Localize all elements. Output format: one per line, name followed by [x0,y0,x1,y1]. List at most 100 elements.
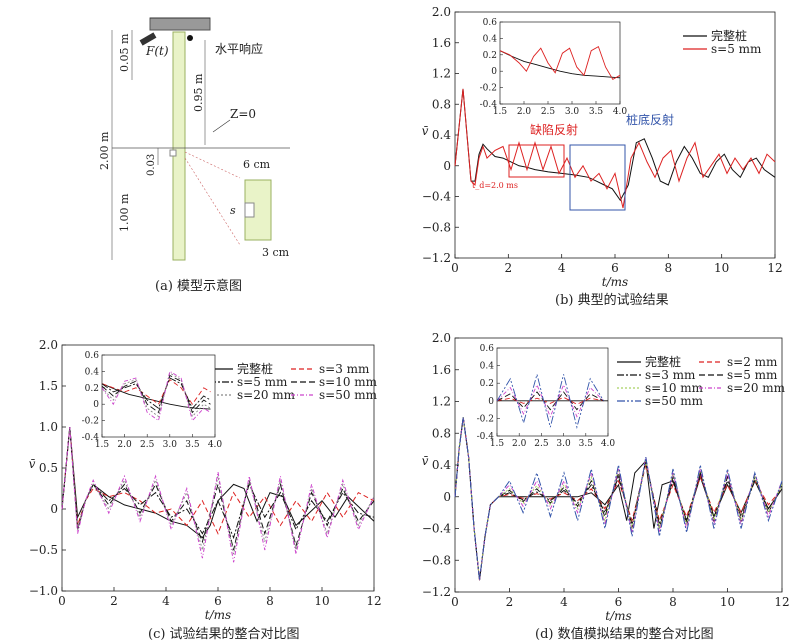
x-tick-label: 12 [366,594,381,608]
inset-y-tick-label: 0 [488,397,494,407]
inset-y-tick-label: -0.4 [477,432,495,442]
x-axis-label: t/ms [205,608,231,622]
inset-series-s-5-mm [101,377,211,410]
x-tick-label: 2 [110,594,118,608]
panel-b-chart: 0 2 4 6 8 10 12 −1.2 −0.8 −0.4 0 0.4 0.8 1.2 1.6 2.0 t/m… [422,5,783,289]
panel-a-schematic: F(t) 水平响应 2.00 m 0.05 m 0.95 m Z=0 0.03 … [98,17,290,294]
series-s-50-mm [454,417,783,581]
pile-shaft [172,31,186,261]
inset-y-tick-label: 0.2 [85,384,99,394]
y-tick-label: −1.2 [422,251,451,265]
x-tick-label: 12 [774,595,789,609]
legend-label: s=50 mm [319,388,378,402]
y-tick-label: −0.8 [422,553,451,567]
x-tick-label: 10 [720,595,735,609]
panel-b-caption: (b) 典型的试验结果 [555,292,669,308]
x-axis-label: t/ms [602,275,628,289]
y-tick-label: 1.2 [432,395,451,409]
inset-y-tick-label: 0.2 [480,379,494,389]
y-axis-label: v̄ [422,454,429,468]
legend-label: s=2 mm [727,355,778,369]
z-label: Z=0 [230,107,256,121]
inset-x-tick-label: 3.5 [589,107,604,117]
zoom-notch-label: 3 cm [262,246,290,259]
y-tick-label: 1.6 [432,36,451,50]
inset-y-tick-label: -0.2 [82,417,99,427]
y-axis-label: v̄ [29,457,36,471]
x-tick-label: 8 [669,595,677,609]
y-tick-label: −0.4 [422,522,452,536]
inset-series-s-20-mm [496,383,604,418]
x-tick-label: 4 [560,595,568,609]
inset-series-s-50-mm [496,372,604,429]
zoom-s-label: s [230,204,236,217]
dim-upper-label: 0.95 m [192,73,205,112]
inset-x-tick-label: 4.0 [208,440,223,450]
y-tick-label: −1.2 [422,585,451,599]
x-tick-label: 8 [266,594,274,608]
y-tick-label: 2.0 [432,331,451,345]
x-tick-label: 6 [214,594,222,608]
panel-d-caption: (d) 数值模拟结果的整合对比图 [535,626,714,642]
panel-a-caption: (a) 模型示意图 [155,278,242,294]
inset-y-tick-label: -0.4 [480,100,498,110]
inset-x-tick-label: 4.0 [613,107,628,117]
inset-y-tick-label: 0.4 [483,34,498,44]
inset-x-tick-label: 2.5 [534,439,549,449]
dim-lower-label: 1.00 m [118,193,131,232]
inset-y-tick-label: 0 [93,400,99,410]
inset-x-tick-label: 2.0 [512,439,527,449]
inset-frame [101,354,216,438]
inset-series-s-10-mm [101,374,211,414]
y-tick-label: 0.8 [432,426,451,440]
response-label: 水平响应 [215,41,263,56]
inset-x-tick-label: 1.5 [95,440,110,450]
bottom-label: 桩底反射 [626,112,674,127]
series-s-10-mm [61,426,375,551]
inset-y-tick-label: 0.4 [85,367,100,377]
x-axis-label: t/ms [605,609,631,623]
inset-y-tick-label: -0.4 [82,433,100,443]
inset-series-s-3-mm [101,378,211,405]
inset-frame [499,21,621,105]
defect-notch [169,149,177,157]
legend-label: s=5 mm [711,42,762,56]
inset-y-tick-label: -0.2 [477,414,494,424]
inset-x-tick-label: 1.5 [493,107,508,117]
x-tick-label: 8 [665,261,673,275]
inset-x-tick-label: 2.5 [140,440,155,450]
inset-x-tick-label: 3.5 [579,439,594,449]
inset-y-tick-label: 0.4 [480,362,495,372]
force-label: F(t) [145,44,169,58]
inset-x-tick-label: 3.5 [185,440,200,450]
top-fixture [149,17,211,31]
x-tick-label: 2 [505,261,513,275]
inset-y-tick-label: 0.6 [85,351,100,361]
y-axis-label: v̄ [422,124,429,138]
zoom-line-1 [184,151,241,179]
inset-series-s-2-mm [496,396,604,405]
legend-label: 完整桩 [645,354,681,369]
y-tick-label: 0 [50,502,58,516]
inset-x-tick-label: 1.5 [490,439,505,449]
inset-x-tick-label: 3.0 [565,107,580,117]
y-tick-label: 0.8 [432,97,451,111]
inset-frame [496,347,609,437]
y-tick-label: 1.0 [39,420,58,434]
legend-label: s=3 mm [319,362,370,376]
y-tick-label: −0.5 [29,543,58,557]
z-pointer [212,119,231,133]
defect-box [508,144,565,178]
inset-x-tick-label: 2.5 [541,107,556,117]
legend-label: 完整桩 [711,28,747,43]
y-tick-label: 0.4 [432,128,451,142]
inset-x-tick-label: 2.0 [117,440,132,450]
inset-series-s-5-mm [496,391,604,411]
y-tick-label: −0.8 [422,220,451,234]
td-label: t_d=2.0 ms [472,181,518,190]
x-tick-label: 12 [767,261,782,275]
x-tick-label: 0 [451,261,459,275]
y-tick-label: −0.4 [422,190,452,204]
legend-label: s=3 mm [645,368,696,382]
